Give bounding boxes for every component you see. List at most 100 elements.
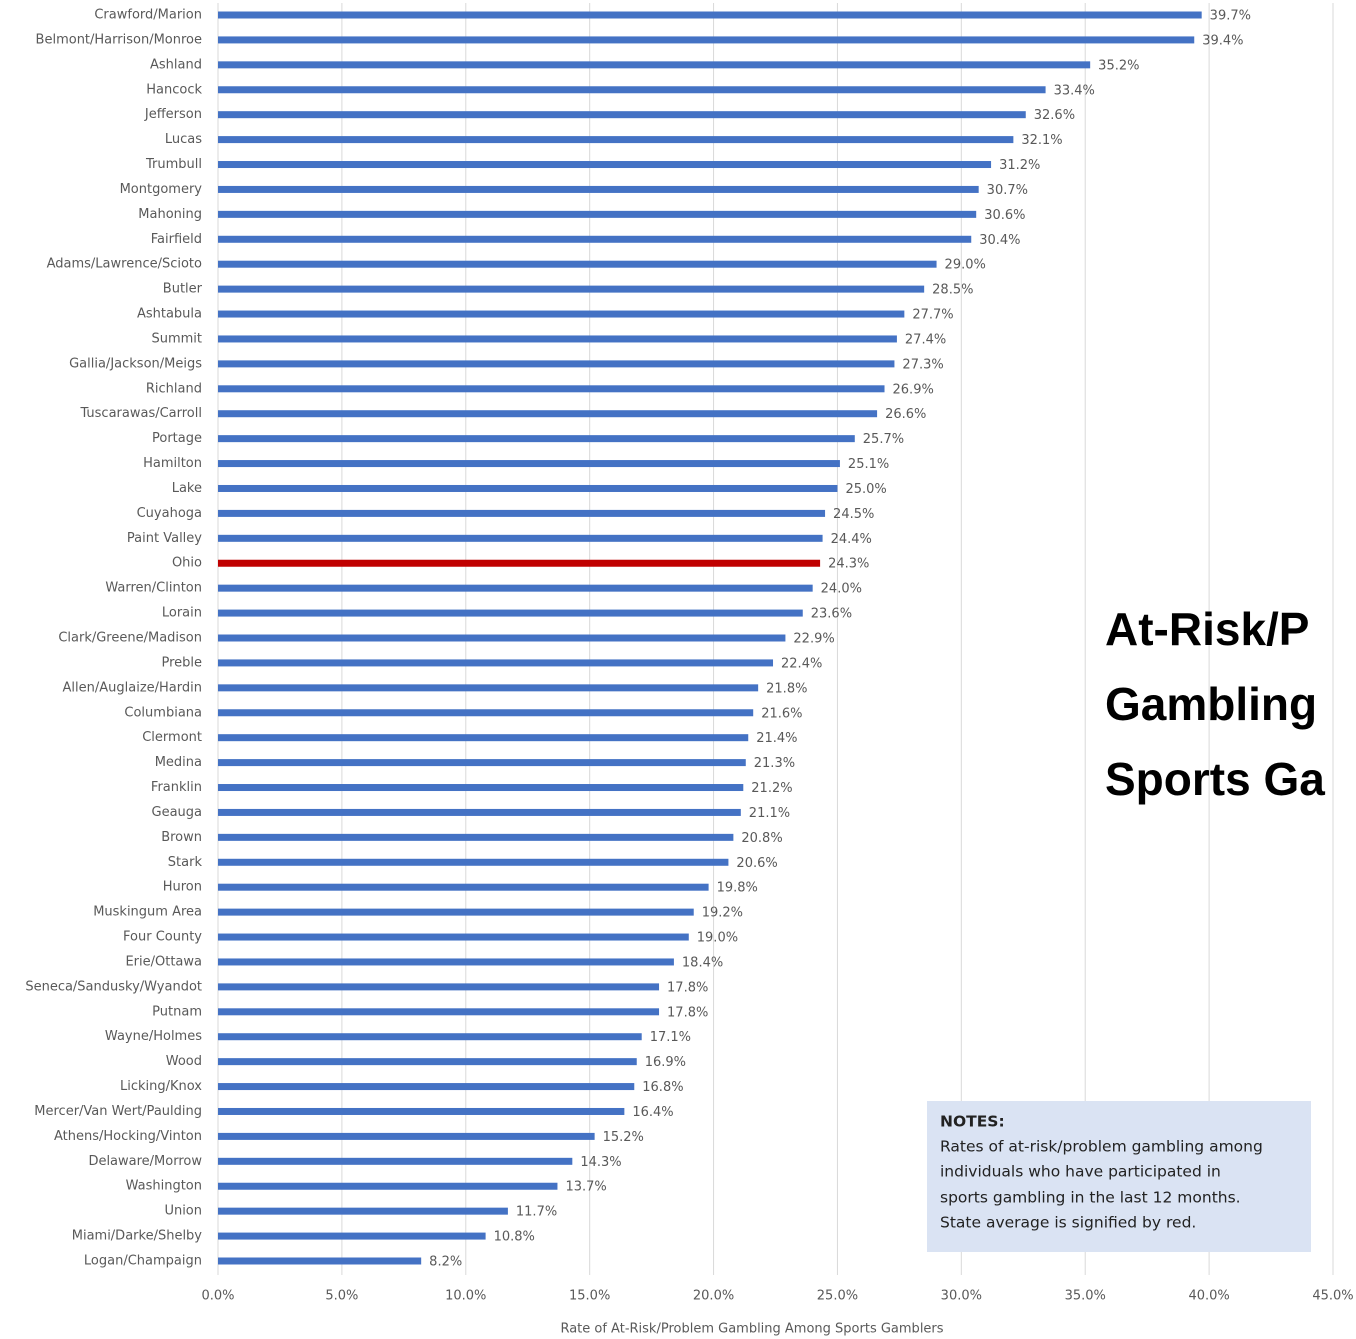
value-label: 23.6% <box>811 607 852 622</box>
value-label: 39.7% <box>1210 9 1251 24</box>
bar <box>218 185 979 193</box>
value-label: 26.6% <box>885 407 926 422</box>
bar <box>218 484 838 492</box>
bar <box>218 1182 558 1190</box>
value-label: 19.2% <box>702 906 743 921</box>
value-label: 21.4% <box>756 731 797 746</box>
bar <box>218 734 749 742</box>
value-label: 11.7% <box>516 1205 557 1220</box>
bar <box>218 759 746 767</box>
y-tick-label: Licking/Knox <box>120 1079 202 1094</box>
value-label: 10.8% <box>494 1230 535 1245</box>
bar <box>218 61 1091 69</box>
bar <box>218 260 937 268</box>
y-tick-label: Adams/Lawrence/Scioto <box>47 257 202 272</box>
bar <box>218 1132 595 1140</box>
bar <box>218 285 925 293</box>
y-tick-label: Putnam <box>152 1004 202 1019</box>
bar <box>218 509 826 517</box>
value-label: 24.0% <box>821 582 862 597</box>
y-tick-label: Logan/Champaign <box>84 1254 202 1269</box>
bar <box>218 111 1026 119</box>
bar <box>218 310 905 318</box>
bar <box>218 1207 508 1215</box>
y-tick-label: Summit <box>151 331 202 346</box>
y-tick-label: Trumbull <box>145 157 202 172</box>
y-tick-label: Delaware/Morrow <box>88 1154 202 1169</box>
value-label: 25.1% <box>848 457 889 472</box>
value-label: 25.0% <box>845 482 886 497</box>
y-tick-label: Belmont/Harrison/Monroe <box>36 32 202 47</box>
value-label: 27.4% <box>905 332 946 347</box>
value-label: 25.7% <box>863 432 904 447</box>
x-tick-label: 20.0% <box>693 1289 734 1304</box>
bar <box>218 11 1202 19</box>
y-tick-label: Cuyahoga <box>137 506 202 521</box>
value-label: 30.4% <box>979 233 1020 248</box>
x-tick-label: 10.0% <box>445 1289 486 1304</box>
value-label: 35.2% <box>1098 58 1139 73</box>
value-label: 19.8% <box>717 881 758 896</box>
bar <box>218 1232 486 1240</box>
value-label: 32.1% <box>1021 133 1062 148</box>
x-tick-label: 0.0% <box>201 1289 234 1304</box>
bar <box>218 559 821 567</box>
bar <box>218 584 813 592</box>
value-label: 31.2% <box>999 158 1040 173</box>
bar <box>218 659 774 667</box>
title-line: Gambling <box>1105 678 1317 730</box>
notes-heading: NOTES: <box>940 1113 1005 1131</box>
bar <box>218 385 885 393</box>
y-tick-label: Athens/Hocking/Vinton <box>54 1129 202 1144</box>
value-label: 16.9% <box>645 1055 686 1070</box>
notes-box <box>927 1101 1311 1252</box>
x-tick-label: 30.0% <box>941 1289 982 1304</box>
bar <box>218 933 689 941</box>
y-tick-label: Lucas <box>165 132 202 147</box>
y-tick-label: Seneca/Sandusky/Wyandot <box>25 979 202 994</box>
y-tick-label: Columbiana <box>124 705 202 720</box>
bar <box>218 983 660 991</box>
value-label: 16.4% <box>632 1105 673 1120</box>
value-label: 15.2% <box>603 1130 644 1145</box>
value-label: 8.2% <box>429 1255 462 1270</box>
y-tick-label: Mahoning <box>138 207 202 222</box>
y-tick-label: Butler <box>163 282 203 297</box>
bar <box>218 634 786 642</box>
y-tick-label: Gallia/Jackson/Meigs <box>69 356 202 371</box>
value-label: 19.0% <box>697 931 738 946</box>
bar <box>218 136 1014 144</box>
value-label: 16.8% <box>642 1080 683 1095</box>
y-tick-label: Mercer/Van Wert/Paulding <box>34 1104 202 1119</box>
bar <box>218 833 734 841</box>
value-label: 21.3% <box>754 756 795 771</box>
value-label: 14.3% <box>580 1155 621 1170</box>
y-tick-label: Allen/Auglaize/Hardin <box>63 680 202 695</box>
title-line: At-Risk/P <box>1105 603 1309 655</box>
value-label: 28.5% <box>932 283 973 298</box>
value-label: 21.2% <box>751 781 792 796</box>
value-label: 24.4% <box>831 532 872 547</box>
y-tick-label: Washington <box>126 1179 202 1194</box>
y-tick-label: Wood <box>166 1054 202 1069</box>
bar <box>218 235 972 243</box>
bar <box>218 883 709 891</box>
notes-line: Rates of at-risk/problem gambling among <box>940 1138 1263 1156</box>
y-tick-label: Brown <box>161 830 202 845</box>
value-label: 27.7% <box>912 308 953 323</box>
x-axis-label: Rate of At-Risk/Problem Gambling Among S… <box>560 1322 943 1337</box>
bar <box>218 1257 422 1265</box>
y-tick-label: Muskingum Area <box>93 905 202 920</box>
value-label: 13.7% <box>565 1180 606 1195</box>
y-tick-label: Montgomery <box>120 182 203 197</box>
y-tick-label: Lorain <box>162 606 202 621</box>
y-tick-label: Richland <box>146 381 202 396</box>
x-tick-label: 45.0% <box>1312 1289 1353 1304</box>
notes-line: sports gambling in the last 12 months. <box>940 1189 1241 1207</box>
bar <box>218 1033 642 1041</box>
value-label: 20.6% <box>736 856 777 871</box>
x-tick-label: 35.0% <box>1065 1289 1106 1304</box>
value-label: 22.4% <box>781 656 822 671</box>
bar <box>218 1083 635 1091</box>
